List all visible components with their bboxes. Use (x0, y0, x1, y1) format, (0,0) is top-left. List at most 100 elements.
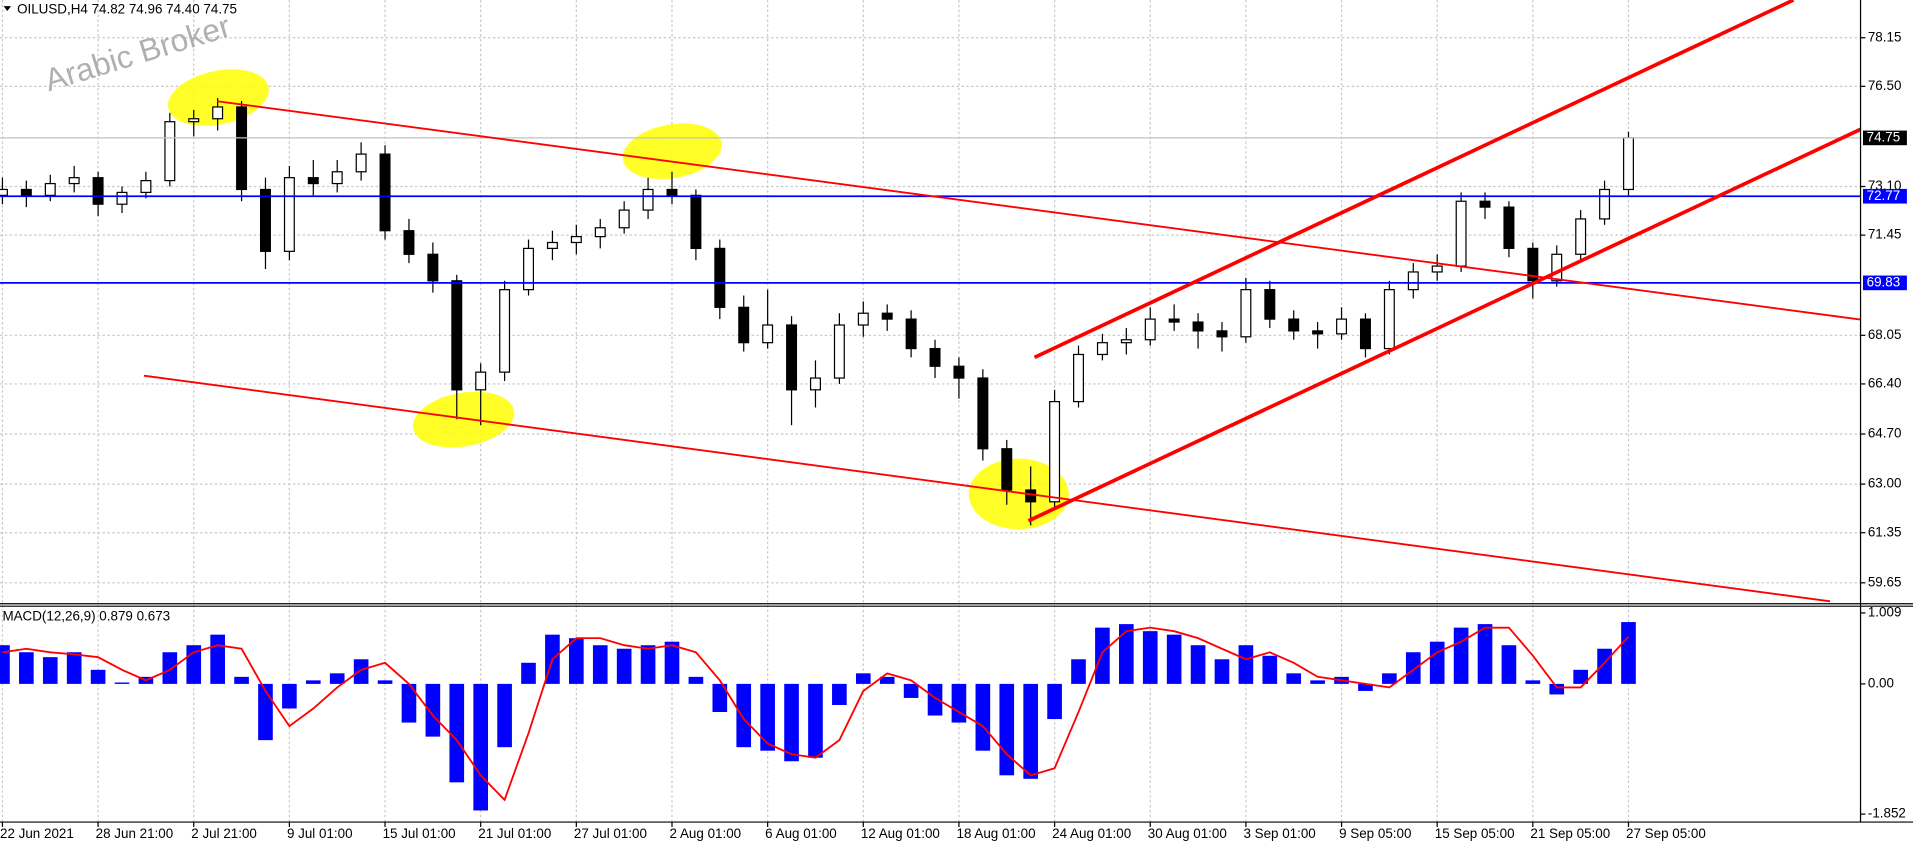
candle-body (116, 191, 128, 205)
histogram-bar (855, 673, 871, 684)
histogram-bar (449, 683, 465, 783)
candle-body (1264, 289, 1276, 320)
histogram-bar (1023, 683, 1038, 779)
histogram-bar (1095, 627, 1110, 684)
menu-arrow (3, 6, 11, 11)
histogram-bar (1262, 655, 1278, 684)
histogram-bar (1214, 659, 1230, 684)
histogram-bar (1047, 683, 1062, 720)
y-tick-label: 63.00 (1868, 476, 1902, 491)
histogram-bar (616, 648, 632, 684)
candle-body (379, 153, 391, 232)
histogram-bar (688, 676, 704, 684)
x-tick-label: 12 Aug 01:00 (861, 826, 940, 841)
histogram-bar (90, 669, 106, 684)
candle-body (1527, 247, 1539, 282)
histogram-bar (712, 683, 728, 713)
y-tick-label: 59.65 (1868, 574, 1902, 589)
histogram-bar (1525, 680, 1541, 684)
y-tick-label: 78.15 (1868, 29, 1902, 44)
candle-body (1073, 353, 1084, 403)
candle-body (1312, 330, 1324, 335)
histogram-bar (329, 673, 345, 684)
histogram-bar (760, 683, 775, 751)
histogram-bar (879, 676, 895, 684)
candle-body (1455, 200, 1467, 267)
candle-body (523, 247, 535, 291)
candle-body (666, 188, 678, 196)
candle-body (20, 188, 32, 196)
candle-body (546, 241, 558, 250)
candle-body (1503, 206, 1515, 250)
highlight (412, 391, 515, 448)
x-tick-label: 2 Aug 01:00 (670, 826, 742, 841)
trend-lines (143, 0, 1862, 603)
y-tick-label: 0.00 (1868, 675, 1894, 690)
candle-body (570, 235, 582, 244)
x-tick-label: 9 Sep 05:00 (1339, 826, 1411, 841)
histogram-bar (19, 652, 34, 684)
candle-body (953, 365, 965, 379)
candle-body (1431, 265, 1443, 273)
candle-body (1599, 188, 1611, 220)
candle-body (403, 230, 415, 255)
histogram-bar (808, 683, 823, 758)
y-tick-label: 76.50 (1868, 78, 1902, 93)
histogram-bar (425, 683, 441, 737)
candle-body (786, 324, 798, 391)
candle-body (283, 177, 295, 252)
macd-panel (0, 622, 1636, 811)
candle-body (1551, 253, 1563, 282)
histogram-bar (1119, 624, 1134, 684)
candle-body (762, 324, 774, 344)
candle-body (881, 312, 893, 320)
candle-body (475, 371, 487, 391)
y-tick-label: 64.70 (1868, 426, 1902, 441)
candle-body (427, 253, 439, 282)
signal-line (2, 626, 1630, 802)
y-tick-label: 71.45 (1868, 227, 1902, 242)
histogram-bar (1142, 631, 1158, 684)
candle-body (714, 247, 726, 308)
x-tick-label: 21 Jul 01:00 (478, 826, 551, 841)
histogram-bar (927, 683, 943, 716)
candle-body (1025, 489, 1037, 503)
candle-body (92, 177, 104, 205)
candle-body (236, 106, 248, 191)
price-label-box (1862, 188, 1907, 204)
histogram-bar (1477, 624, 1493, 684)
candle-body (212, 106, 224, 120)
histogram-bar (1310, 680, 1325, 684)
candle-body (68, 177, 80, 185)
candle-body (259, 188, 271, 252)
candle-body (690, 194, 702, 250)
x-tick-label: 15 Sep 05:00 (1435, 826, 1515, 841)
candle-body (331, 171, 343, 185)
trend-line (143, 374, 1831, 603)
histogram-bar (784, 683, 799, 762)
histogram-bar (234, 676, 249, 684)
candle-body (1479, 200, 1491, 208)
x-tick-label: 18 Aug 01:00 (957, 826, 1036, 841)
histogram-bar (1405, 652, 1421, 684)
histogram-bar (305, 680, 321, 684)
histogram-bar (736, 683, 752, 748)
x-tick-label: 21 Sep 05:00 (1530, 826, 1610, 841)
candle-body (1336, 318, 1348, 335)
price-label: 74.75 (1867, 129, 1901, 144)
histogram-bar (1501, 645, 1517, 684)
x-tick-label: 6 Aug 01:00 (765, 826, 837, 841)
histogram-bar (999, 683, 1015, 776)
candle-body (642, 188, 654, 211)
candle-body (499, 289, 511, 373)
candle-body (1383, 289, 1395, 350)
candle-body (1407, 271, 1419, 291)
candle-body (44, 182, 56, 196)
histogram-bar (1166, 634, 1182, 684)
x-tick-label: 28 Jun 21:00 (96, 826, 174, 841)
histogram-bar (114, 682, 130, 684)
candle-body (594, 227, 606, 238)
y-tick-label: 68.05 (1868, 327, 1902, 342)
price-label-box (1862, 275, 1907, 291)
